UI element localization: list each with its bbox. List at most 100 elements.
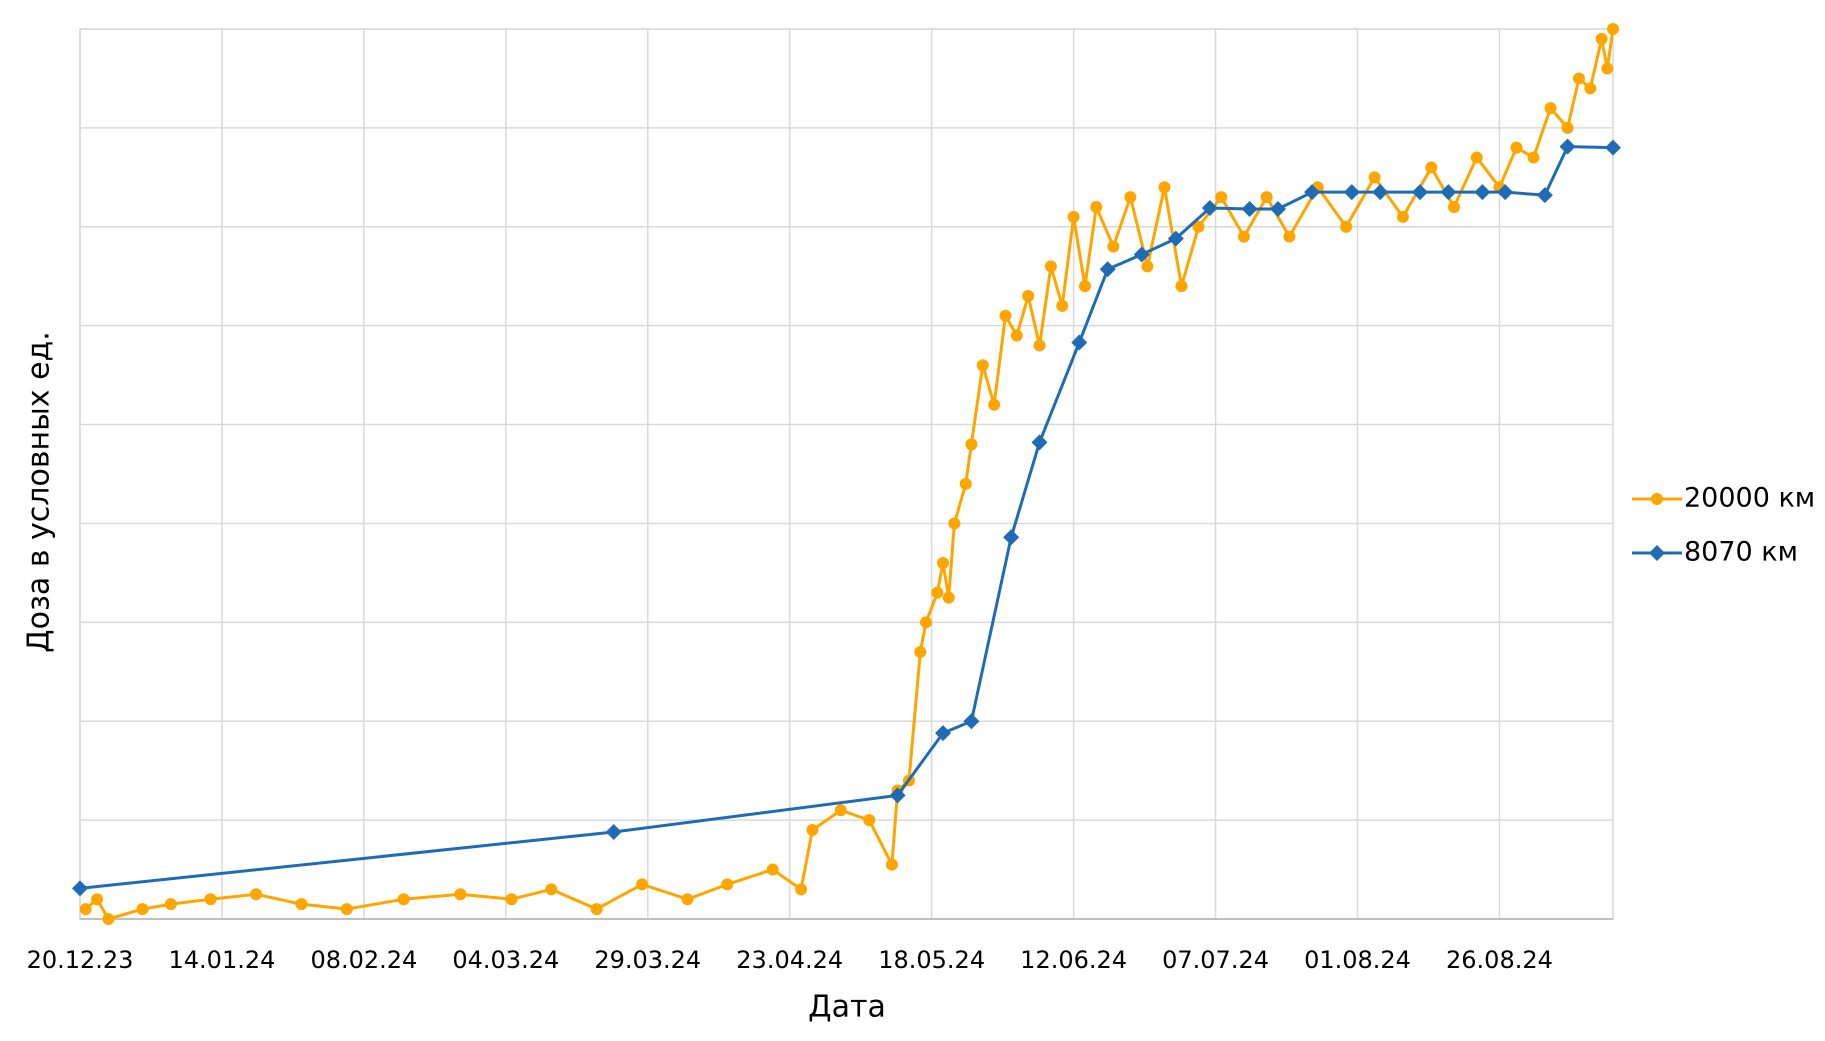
data-point [976,359,989,372]
data-point [1067,210,1080,223]
data-point [250,888,263,901]
data-point [1584,82,1597,95]
data-point [937,557,950,569]
legend-label: 8070 км [1684,537,1798,568]
data-point [1022,290,1035,302]
data-point [1343,184,1360,201]
data-point [1215,191,1228,204]
data-point [204,893,217,906]
data-point [1090,201,1103,213]
data-point [1559,138,1576,155]
data-point [1607,23,1619,35]
data-point [1260,191,1273,204]
data-point [136,903,149,916]
data-point [1340,220,1353,233]
data-point [1605,139,1621,156]
series-markers [79,23,1619,925]
data-point [590,903,603,916]
data-point [1372,184,1389,201]
data-point [91,893,104,906]
data-point [1425,161,1438,174]
data-point [914,646,927,658]
data-point [1158,181,1171,194]
data-point [1192,220,1205,233]
data-point [1601,62,1614,75]
x-tick-label: 29.03.24 [594,946,701,974]
data-point [1167,230,1184,247]
data-point [806,824,819,836]
x-tick-label: 26.08.24 [1446,946,1553,974]
data-point [965,438,978,451]
x-tick-label: 12.06.24 [1020,946,1127,974]
data-point [454,888,467,901]
data-point [681,893,694,906]
data-point [1056,299,1069,312]
data-point [931,586,944,599]
data-point [863,814,876,827]
series-markers [72,138,1621,897]
data-point [1510,141,1523,154]
legend-marker [1649,545,1665,561]
x-tick-label: 18.05.24 [878,946,985,974]
data-point [1141,260,1154,273]
data-point [79,903,92,916]
x-tick-label: 04.03.24 [452,946,559,974]
plot-frame [79,28,1614,920]
data-point [885,858,898,871]
data-point [942,591,955,604]
data-point [1044,260,1057,273]
data-point [1283,230,1296,243]
data-point [948,517,961,530]
data-point [935,725,952,742]
data-point [795,883,808,896]
data-point [1107,240,1120,253]
data-point [999,309,1012,322]
x-axis-title: Дата [808,990,886,1025]
data-point [1536,187,1553,204]
data-point [959,477,972,490]
data-point [1124,191,1137,204]
data-point [72,880,88,897]
data-point [1448,201,1461,213]
legend-marker [1651,493,1663,505]
data-point [1411,184,1428,201]
data-point [397,893,410,906]
data-point [1201,199,1218,216]
data-point [1003,529,1020,546]
data-point [1474,184,1491,201]
data-point [988,398,1001,411]
data-point [1470,151,1483,164]
data-point [102,913,115,925]
data-point [1497,184,1514,201]
data-point [1033,339,1046,352]
data-point [834,804,847,817]
x-tick-label: 20.12.23 [27,946,134,974]
data-point [766,863,779,876]
data-point [1237,230,1250,243]
data-point [295,898,308,911]
data-point [1595,32,1608,45]
data-point [1099,261,1116,278]
x-tick-label: 01.08.24 [1304,946,1411,974]
legend-label: 20000 км [1684,483,1815,514]
data-point [1544,102,1557,115]
data-point [164,898,177,911]
data-point [1527,151,1540,164]
data-point [1010,329,1023,342]
series-line [79,145,1614,890]
x-tick-label: 23.04.24 [736,946,843,974]
data-point [889,787,906,804]
data-point [340,903,353,916]
x-tick-label: 08.02.24 [310,946,417,974]
data-point [963,713,980,730]
data-point [605,823,622,840]
data-point [1396,210,1409,223]
series-line [84,28,1615,921]
data-point [1368,171,1381,184]
data-point [1270,200,1287,217]
data-point [1078,280,1091,293]
data-point [505,893,518,906]
data-point [1133,246,1150,263]
data-point [1071,334,1088,351]
